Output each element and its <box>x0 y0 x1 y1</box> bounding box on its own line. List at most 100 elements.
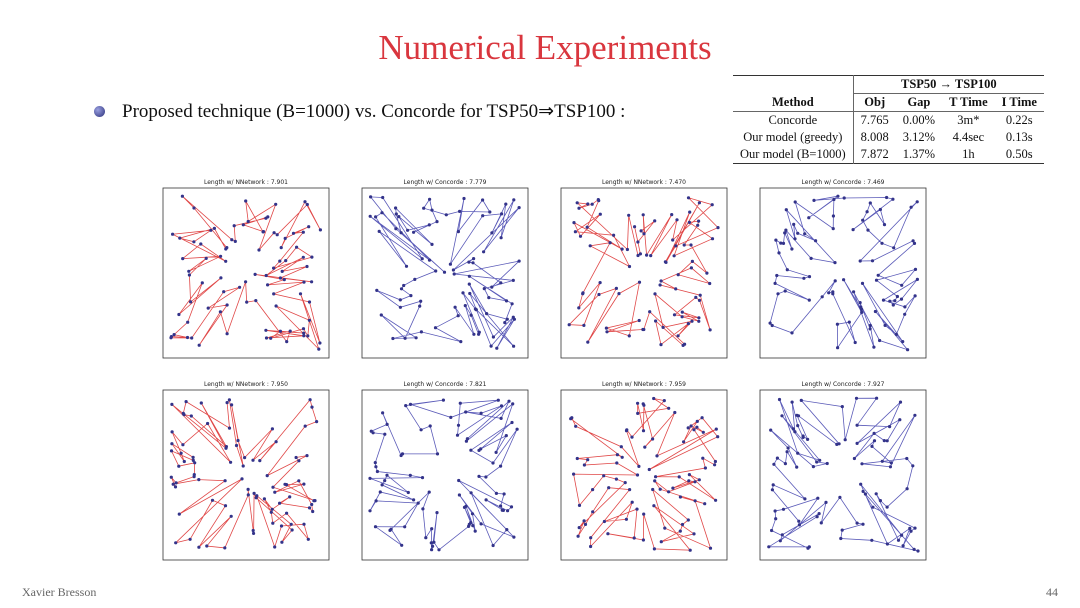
city-node <box>192 206 196 210</box>
city-node <box>467 524 471 529</box>
city-node <box>181 411 185 415</box>
city-node <box>433 326 438 330</box>
city-node <box>809 256 813 260</box>
city-node <box>896 538 901 542</box>
city-node <box>452 272 456 276</box>
city-node <box>177 464 181 468</box>
city-node <box>597 292 601 297</box>
city-node <box>302 331 306 335</box>
city-node <box>687 479 691 483</box>
city-node <box>855 423 859 427</box>
city-node <box>225 332 229 336</box>
city-node <box>689 243 693 247</box>
city-node <box>374 465 378 469</box>
city-node <box>219 276 223 280</box>
city-node <box>412 230 416 234</box>
city-node <box>229 514 233 518</box>
city-node <box>291 231 296 235</box>
city-node <box>653 479 657 483</box>
city-node <box>253 272 257 276</box>
city-node <box>905 456 909 461</box>
city-node <box>838 495 842 499</box>
city-node <box>266 283 270 287</box>
city-node <box>257 248 261 252</box>
city-node <box>469 313 473 317</box>
city-node <box>430 548 434 552</box>
city-node <box>181 443 185 447</box>
city-node <box>602 474 606 478</box>
city-node <box>796 414 801 418</box>
city-node <box>179 451 183 455</box>
city-node <box>509 505 514 509</box>
city-node <box>861 489 865 493</box>
footer-author: Xavier Bresson <box>22 585 97 599</box>
city-node <box>636 253 640 258</box>
table-row: Our model (greedy) 8.008 3.12% 4.4sec 0.13s <box>733 129 1044 146</box>
city-node <box>375 288 379 292</box>
city-node <box>467 282 471 286</box>
city-node <box>484 475 488 479</box>
city-node <box>577 503 582 507</box>
city-node <box>200 281 204 285</box>
city-node <box>245 300 249 304</box>
table-cell: 7.765 <box>860 113 889 127</box>
city-node <box>171 232 175 236</box>
city-node <box>272 266 276 270</box>
table-cell: 0.22s <box>1005 113 1033 127</box>
city-node <box>400 543 404 547</box>
city-node <box>605 330 609 334</box>
city-node <box>591 510 595 514</box>
city-node <box>434 269 438 273</box>
city-node <box>636 401 640 405</box>
city-node <box>837 442 841 446</box>
city-node <box>206 421 210 426</box>
city-node <box>900 283 904 287</box>
city-node <box>489 344 493 348</box>
city-node <box>270 427 274 431</box>
city-node <box>254 299 258 303</box>
city-node <box>903 312 907 316</box>
city-node <box>785 268 789 272</box>
city-node <box>876 273 880 277</box>
city-node <box>710 237 715 241</box>
city-node <box>197 343 201 347</box>
city-node <box>284 483 289 487</box>
city-node <box>891 197 895 201</box>
city-node <box>453 305 457 309</box>
city-node <box>913 526 917 530</box>
city-node <box>911 464 915 468</box>
city-node <box>652 504 656 508</box>
city-node <box>842 278 846 282</box>
city-node <box>645 253 649 257</box>
city-node <box>241 464 245 468</box>
city-node <box>377 229 381 233</box>
city-node <box>399 287 404 291</box>
city-node <box>512 317 517 321</box>
city-node <box>187 273 191 277</box>
city-node <box>840 405 844 409</box>
city-node <box>278 259 282 263</box>
city-node <box>246 487 250 491</box>
city-node <box>697 478 701 482</box>
city-node <box>891 303 895 307</box>
city-node <box>479 411 483 415</box>
city-node <box>582 323 586 327</box>
city-node <box>651 437 655 441</box>
city-node <box>444 213 448 217</box>
city-node <box>302 334 306 338</box>
city-node <box>863 492 868 496</box>
city-node <box>643 445 647 449</box>
city-node <box>170 430 174 434</box>
city-node <box>680 315 684 319</box>
bullet-text: Proposed technique (B=1000) vs. Concorde… <box>122 101 626 122</box>
city-node <box>661 325 665 329</box>
city-node <box>496 398 500 402</box>
city-node <box>462 505 467 509</box>
panel-title: Length w/ NNetwork : 7.959 <box>602 381 686 388</box>
city-node <box>471 261 475 265</box>
city-node <box>858 301 862 305</box>
city-node <box>840 528 844 532</box>
city-node <box>278 329 282 333</box>
city-node <box>824 500 828 504</box>
city-node <box>836 346 840 350</box>
